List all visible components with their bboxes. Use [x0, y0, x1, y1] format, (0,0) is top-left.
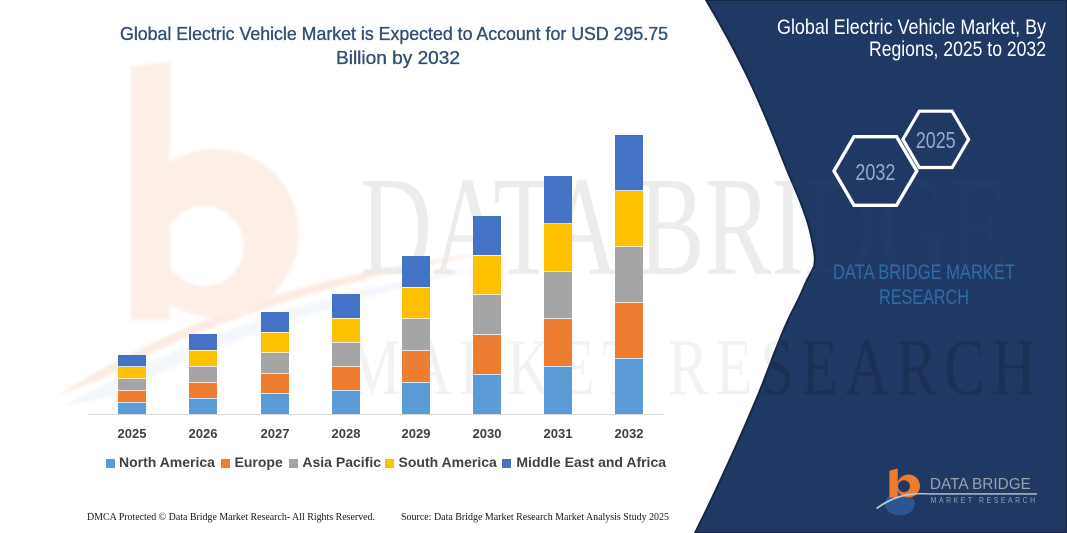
svg-text:DATA BRIDGE MARKET: DATA BRIDGE MARKET	[833, 261, 1015, 284]
svg-text:Regions, 2025 to 2032: Regions, 2025 to 2032	[869, 38, 1046, 61]
svg-text:DATA BRIDGE: DATA BRIDGE	[930, 476, 1031, 493]
svg-text:Global Electric Vehicle Market: Global Electric Vehicle Market is Expect…	[120, 24, 668, 44]
svg-text:MARKET RESEARCH: MARKET RESEARCH	[931, 496, 1038, 505]
svg-text:Source: Data Bridge Market Res: Source: Data Bridge Market Research Mark…	[401, 511, 669, 523]
svg-text:2025: 2025	[916, 127, 956, 153]
svg-text:DMCA Protected © Data Bridge M: DMCA Protected © Data Bridge Market Rese…	[87, 511, 375, 523]
svg-text:Billion by 2032: Billion by 2032	[336, 48, 460, 68]
svg-text:Global Electric Vehicle Market: Global Electric Vehicle Market, By	[777, 16, 1046, 39]
svg-text:2032: 2032	[855, 159, 895, 185]
svg-text:RESEARCH: RESEARCH	[879, 286, 969, 309]
